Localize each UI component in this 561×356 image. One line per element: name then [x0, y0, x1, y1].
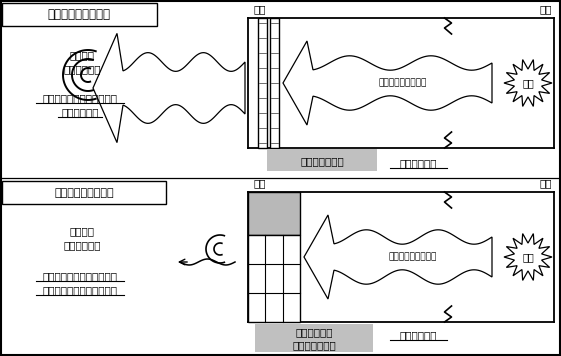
Polygon shape: [504, 234, 552, 281]
FancyBboxPatch shape: [2, 3, 157, 26]
Text: 発破低周波音を大幅に低減: 発破低周波音を大幅に低減: [43, 285, 117, 295]
FancyBboxPatch shape: [2, 181, 166, 204]
Polygon shape: [504, 59, 552, 106]
Text: 発破: 発破: [522, 78, 534, 88]
Text: 発破: 発破: [522, 252, 534, 262]
Text: 外部への
低周波音：小: 外部への 低周波音：小: [63, 226, 101, 250]
Text: 発破による低周波音: 発破による低周波音: [378, 79, 427, 88]
Bar: [270, 18, 279, 148]
Text: コンクリート扇: コンクリート扇: [300, 156, 344, 166]
Text: トンネル断面: トンネル断面: [399, 330, 437, 340]
Text: 坤口: 坤口: [254, 178, 266, 188]
Text: 発破音を低減: 発破音を低減: [61, 107, 99, 117]
Text: コンクリートの重量のみで: コンクリートの重量のみで: [43, 93, 117, 103]
Text: 従来の発破音対策工: 従来の発破音対策工: [48, 9, 111, 21]
FancyBboxPatch shape: [255, 324, 373, 352]
Text: 外部への
低周波音：大: 外部への 低周波音：大: [63, 50, 101, 74]
Text: 発破低周波音消音器: 発破低周波音消音器: [54, 188, 114, 198]
FancyBboxPatch shape: [267, 149, 377, 171]
Text: トンネル断面: トンネル断面: [399, 158, 437, 168]
Text: 音音管の共鳴現象を応用し: 音音管の共鳴現象を応用し: [43, 271, 117, 281]
Text: 切羽: 切羽: [540, 4, 552, 14]
Bar: [248, 192, 300, 235]
Text: 発破による低周波音: 発破による低周波音: [389, 252, 437, 262]
Polygon shape: [304, 215, 492, 299]
Text: トンネル発破
低周波音消音器: トンネル発破 低周波音消音器: [292, 328, 336, 351]
Bar: [248, 235, 300, 322]
Text: 坤口: 坤口: [254, 4, 266, 14]
Text: 切羽: 切羽: [540, 178, 552, 188]
Bar: [258, 18, 267, 148]
Polygon shape: [283, 41, 492, 125]
Polygon shape: [93, 33, 245, 143]
